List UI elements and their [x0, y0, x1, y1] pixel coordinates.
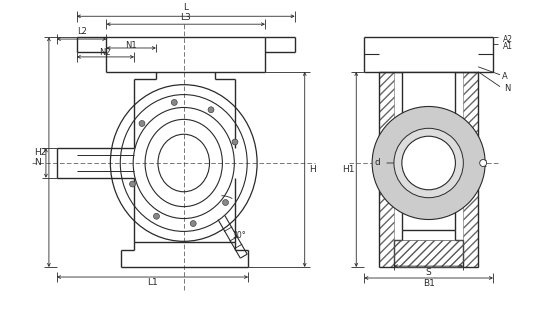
- Text: H: H: [309, 165, 316, 174]
- Text: H2: H2: [34, 148, 46, 156]
- Ellipse shape: [480, 159, 487, 167]
- Text: A2: A2: [503, 35, 513, 44]
- Ellipse shape: [402, 136, 455, 190]
- Ellipse shape: [222, 200, 228, 205]
- Text: N: N: [35, 158, 42, 168]
- Text: L: L: [183, 3, 188, 12]
- Bar: [463, 72, 478, 267]
- Ellipse shape: [394, 128, 463, 198]
- Text: H1: H1: [342, 165, 355, 174]
- Bar: [402, 72, 455, 230]
- Text: A1: A1: [503, 42, 513, 52]
- Text: L3: L3: [180, 13, 191, 22]
- Text: L2: L2: [77, 27, 86, 36]
- Ellipse shape: [208, 107, 214, 113]
- Text: N2: N2: [99, 49, 111, 57]
- Ellipse shape: [153, 213, 159, 219]
- Ellipse shape: [190, 221, 196, 227]
- Ellipse shape: [232, 139, 238, 145]
- Ellipse shape: [139, 121, 145, 126]
- Text: N: N: [504, 84, 510, 93]
- Ellipse shape: [130, 181, 136, 187]
- Bar: [379, 72, 394, 267]
- Ellipse shape: [402, 136, 455, 190]
- Bar: [394, 240, 463, 267]
- Text: L1: L1: [147, 278, 157, 288]
- Text: S: S: [426, 268, 431, 276]
- Text: N1: N1: [125, 40, 137, 50]
- Ellipse shape: [171, 99, 177, 105]
- Text: B1: B1: [423, 279, 435, 289]
- Text: 30°: 30°: [232, 231, 246, 240]
- Text: A: A: [502, 72, 508, 81]
- Text: d: d: [374, 158, 380, 168]
- Ellipse shape: [372, 107, 485, 219]
